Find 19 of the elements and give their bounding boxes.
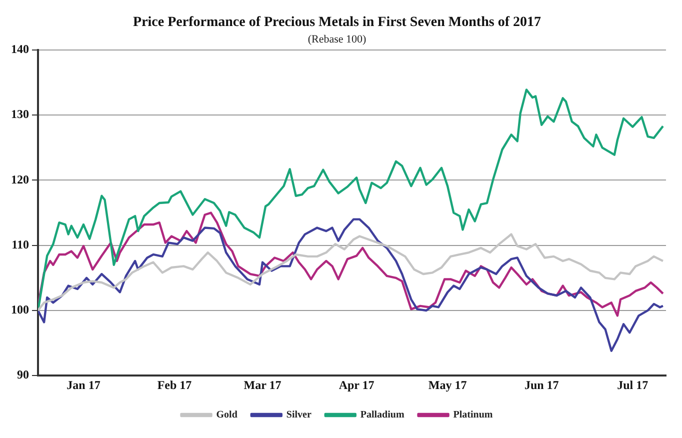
y-tick-label: 130	[11, 107, 29, 122]
y-tick-label: 100	[11, 302, 29, 317]
y-tick-label: 110	[12, 237, 29, 252]
legend-label: Gold	[216, 410, 238, 421]
x-tick-label: Jul 17	[617, 378, 648, 392]
x-tick-label: Feb 17	[157, 378, 192, 392]
x-tick-label: Jun 17	[524, 378, 559, 392]
x-tick-label: May 17	[428, 378, 467, 392]
x-tick-label: Apr 17	[338, 378, 374, 392]
legend-label: Silver	[286, 410, 312, 421]
chart-subtitle: (Rebase 100)	[308, 33, 367, 46]
y-tick-label: 120	[11, 172, 29, 186]
x-tick-label: Jan 17	[66, 378, 100, 392]
chart-title: Price Performance of Precious Metals in First Seven Months of 2017	[133, 15, 541, 30]
y-tick-label: 90	[17, 368, 29, 382]
legend-label: Palladium	[360, 410, 405, 421]
y-tick-label: 140	[11, 42, 29, 56]
x-tick-label: Mar 17	[244, 378, 282, 392]
legend-label: Platinum	[453, 410, 494, 421]
